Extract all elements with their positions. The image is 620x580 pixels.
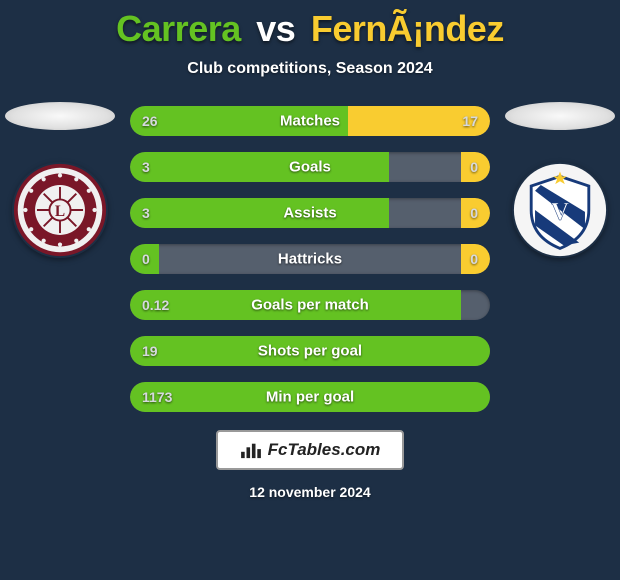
- stat-row: 26 17 Matches: [130, 106, 490, 136]
- lanus-crest-icon: L: [12, 162, 108, 258]
- value-left: 19: [142, 343, 158, 359]
- right-side: V: [500, 106, 620, 258]
- value-left: 1173: [142, 389, 172, 405]
- fill-left: [130, 152, 389, 182]
- date-label: 12 november 2024: [249, 484, 370, 500]
- subtitle: Club competitions, Season 2024: [187, 60, 432, 78]
- player-right-name: FernÃ¡ndez: [311, 8, 504, 49]
- club-badge-left: L: [12, 162, 108, 258]
- stat-row: 0.12 Goals per match: [130, 290, 490, 320]
- value-right: 0: [470, 159, 478, 175]
- stat-row: 0 0 Hattricks: [130, 244, 490, 274]
- stat-label: Min per goal: [266, 389, 354, 406]
- player-left-name: Carrera: [116, 8, 241, 49]
- source-badge[interactable]: FcTables.com: [216, 430, 405, 470]
- stat-label: Assists: [283, 205, 336, 222]
- stat-label: Matches: [280, 113, 340, 130]
- source-label: FcTables.com: [268, 440, 381, 460]
- stat-label: Hattricks: [278, 251, 342, 268]
- svg-text:L: L: [55, 203, 65, 220]
- stat-label: Goals: [289, 159, 331, 176]
- bars-icon: [240, 441, 262, 459]
- value-left: 0.12: [142, 297, 169, 313]
- value-left: 26: [142, 113, 158, 129]
- stat-label: Shots per goal: [258, 343, 362, 360]
- value-right: 0: [470, 205, 478, 221]
- stat-bars: 26 17 Matches 3 0 Goals 3 0 Assists 0 0 Hattricks 0.…: [130, 106, 490, 412]
- page-title: Carrera vs FernÃ¡ndez: [116, 8, 504, 50]
- value-right: 17: [462, 113, 478, 129]
- country-flag-left: [5, 102, 115, 130]
- comparison-card: Carrera vs FernÃ¡ndez Club competitions,…: [0, 0, 620, 580]
- title-separator: vs: [256, 8, 295, 49]
- main-content: L 26 17 Matches 3 0 Goals 3 0 Assists 0 0 Hattricks…: [0, 106, 620, 412]
- stat-row: 1173 Min per goal: [130, 382, 490, 412]
- left-side: L: [0, 106, 120, 258]
- stat-row: 19 Shots per goal: [130, 336, 490, 366]
- svg-text:V: V: [551, 199, 569, 226]
- fill-left: [130, 198, 389, 228]
- value-left: 3: [142, 205, 150, 221]
- stat-row: 3 0 Goals: [130, 152, 490, 182]
- value-right: 0: [470, 251, 478, 267]
- velez-crest-icon: V: [512, 162, 608, 258]
- country-flag-right: [505, 102, 615, 130]
- stat-row: 3 0 Assists: [130, 198, 490, 228]
- value-left: 0: [142, 251, 150, 267]
- stat-label: Goals per match: [251, 297, 369, 314]
- value-left: 3: [142, 159, 150, 175]
- club-badge-right: V: [512, 162, 608, 258]
